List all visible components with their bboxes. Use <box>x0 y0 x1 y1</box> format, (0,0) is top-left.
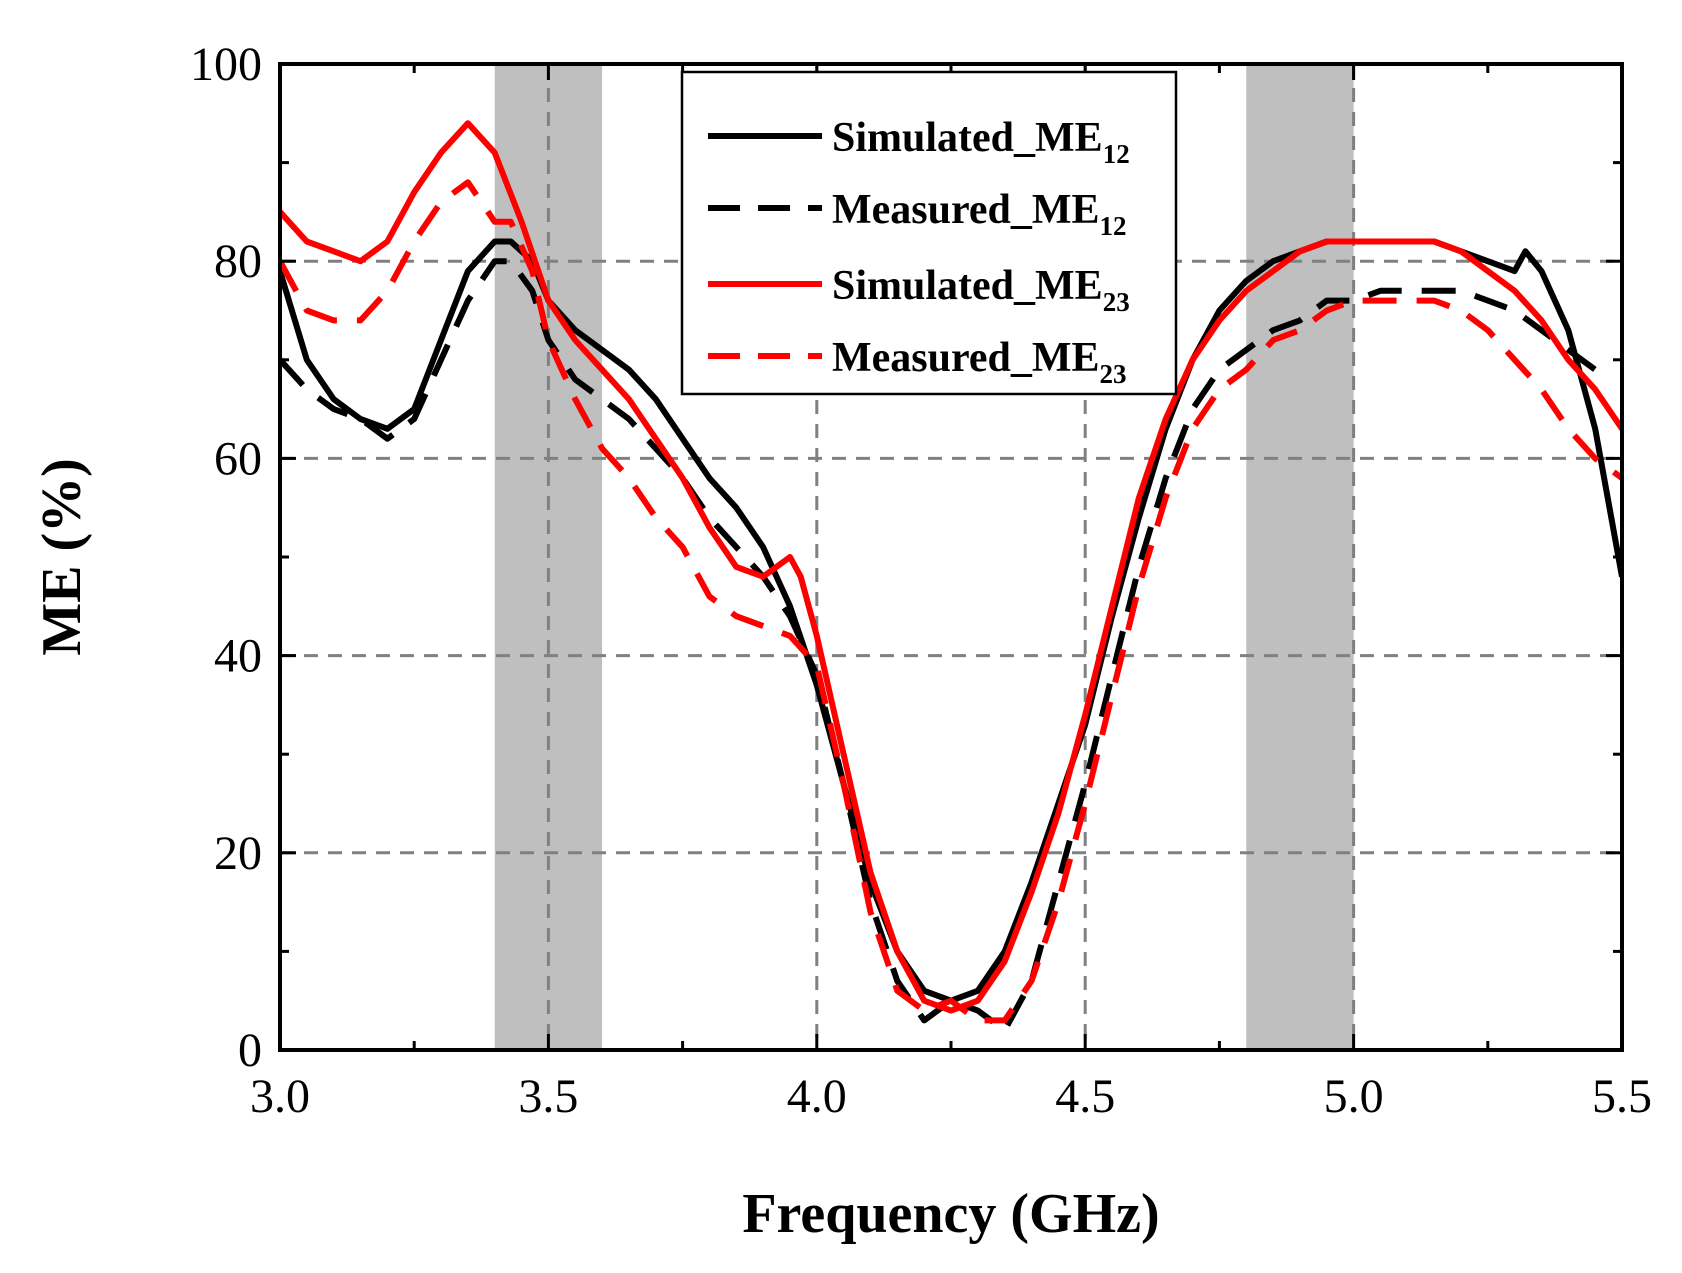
x-tick-label-3: 4.5 <box>1055 1070 1115 1123</box>
legend-label-2: Measured_ME12 <box>832 187 1127 241</box>
series-line-3 <box>280 120 1622 1014</box>
legend-label-3: Simulated_ME23 <box>832 263 1130 317</box>
legend-label-1: Simulated_ME12 <box>832 115 1130 169</box>
x-tick-label-2: 4.0 <box>787 1070 847 1123</box>
x-tick-label-5: 5.5 <box>1592 1070 1652 1123</box>
y-tick-label-0: 0 <box>238 1024 262 1077</box>
y-tick-label-1: 20 <box>214 827 262 880</box>
legend-label-subscript-1: 12 <box>1103 139 1130 169</box>
y-axis-title: ME (%) <box>31 458 93 656</box>
legend-label-4: Measured_ME23 <box>832 335 1127 389</box>
series-line-2 <box>280 258 1597 1034</box>
legend-label-subscript-4: 23 <box>1100 359 1127 389</box>
y-tick-label-2: 40 <box>214 630 262 683</box>
shaded-bands <box>494 64 1354 1050</box>
legend: Simulated_ME12 Measured_ME12 Simulated_ME2… <box>680 70 1178 396</box>
x-axis-title: Frequency (GHz) <box>742 1183 1159 1245</box>
x-tick-label-1: 3.5 <box>518 1070 578 1123</box>
x-tick-label-0: 3.0 <box>250 1070 310 1123</box>
legend-label-subscript-3: 23 <box>1103 287 1130 317</box>
tick-labels: 3.0 3.5 4.0 4.5 5.0 5.5 0 20 40 60 80 100 <box>190 38 1652 1123</box>
series-lines <box>280 120 1622 1034</box>
y-tick-label-5: 100 <box>190 38 262 91</box>
legend-box <box>680 70 1178 396</box>
y-tick-label-4: 80 <box>214 235 262 288</box>
legend-label-subscript-2: 12 <box>1100 211 1127 241</box>
y-tick-label-3: 60 <box>214 432 262 485</box>
series-line-4 <box>280 179 1622 1024</box>
shaded-band-2 <box>1246 64 1354 1050</box>
x-tick-label-4: 5.0 <box>1324 1070 1384 1123</box>
